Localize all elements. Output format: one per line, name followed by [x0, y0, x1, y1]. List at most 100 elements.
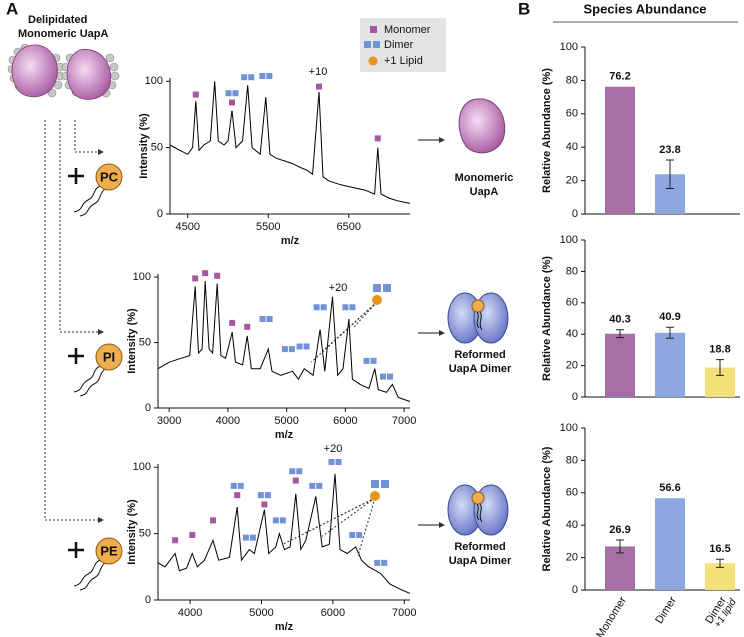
dimer-marker — [257, 492, 271, 499]
y-tick-label: 0 — [157, 208, 163, 220]
dimer-marker — [289, 468, 303, 475]
monomer-marker — [172, 537, 179, 544]
x-tick-label: 5000 — [274, 415, 298, 427]
value-label: 40.9 — [659, 311, 680, 323]
x-tick-label: Monomer — [594, 594, 629, 637]
value-label: 23.8 — [659, 144, 680, 156]
lipid-link — [321, 497, 376, 537]
x-tick-label: 6500 — [337, 221, 361, 233]
chart-title: Species Abundance — [583, 1, 706, 16]
monomer-marker — [229, 319, 236, 326]
dimer-marker — [313, 304, 327, 311]
dimer-marker — [342, 304, 356, 311]
dimer-marker — [242, 534, 256, 541]
legend: Monomer Dimer +1 Lipid — [360, 18, 446, 72]
y-tick-label: 60 — [566, 297, 578, 309]
flow-arrow — [59, 120, 104, 335]
protein-icon — [458, 98, 506, 154]
y-axis-label: Relative Abundance (%) — [541, 446, 553, 571]
legend-label: +1 Lipid — [384, 55, 423, 67]
monomer-marker — [315, 83, 322, 90]
y-tick-label: 0 — [572, 584, 578, 596]
x-tick-label: 3000 — [157, 415, 181, 427]
flow-arrow — [44, 120, 104, 523]
lipid-icon — [370, 491, 380, 501]
x-tick-label: 4000 — [178, 607, 202, 619]
y-tick-label: 100 — [560, 41, 578, 53]
y-tick-label: 0 — [572, 208, 578, 220]
dimer-icon — [373, 284, 381, 292]
x-tick-label: 7000 — [392, 415, 416, 427]
x-tick-label: 5000 — [249, 607, 273, 619]
panel-label: B — [518, 0, 530, 18]
value-label: 76.2 — [609, 71, 630, 83]
spectrum-line — [169, 81, 411, 204]
monomer-marker — [189, 531, 196, 538]
dimer-marker — [259, 315, 273, 322]
value-label: 26.9 — [609, 524, 630, 536]
x-tick-label: 7000 — [392, 607, 416, 619]
value-label: 16.5 — [709, 543, 730, 555]
dimer-icon — [447, 484, 509, 536]
error-bar — [666, 326, 674, 339]
panel-label: A — [6, 0, 18, 18]
charge-label: +10 — [309, 66, 328, 78]
lipid-icon: PE — [68, 537, 123, 591]
bar — [605, 333, 635, 397]
value-label: 40.3 — [609, 314, 630, 326]
error-bar — [616, 539, 624, 554]
y-tick-label: 0 — [145, 594, 151, 606]
y-tick-label: 0 — [145, 402, 151, 414]
x-tick-label: 4000 — [216, 415, 240, 427]
dimer-marker — [380, 373, 394, 380]
lipid-label: PI — [103, 349, 115, 364]
y-tick-label: 50 — [139, 528, 151, 540]
lipid-label: PE — [100, 543, 118, 558]
monomer-marker — [292, 477, 299, 484]
y-tick-label: 80 — [566, 454, 578, 466]
y-tick-label: 40 — [566, 328, 578, 340]
dimer-icon — [447, 292, 509, 344]
product-label: Monomeric — [455, 172, 514, 184]
monomer-marker — [202, 270, 209, 277]
x-tick-label: 5500 — [256, 221, 280, 233]
monomer-marker — [209, 517, 216, 524]
y-tick-label: 80 — [566, 265, 578, 277]
legend-label: Monomer — [384, 24, 431, 36]
dimer-marker — [363, 357, 377, 364]
y-tick-label: 80 — [566, 74, 578, 86]
x-tick-label: 6000 — [333, 415, 357, 427]
protein-icon — [61, 49, 120, 100]
y-tick-label: 0 — [572, 391, 578, 403]
error-bar — [616, 329, 624, 339]
monomer-marker — [374, 135, 381, 142]
dimer-icon — [383, 284, 391, 292]
flow-arrow — [74, 120, 104, 155]
product-label: UapA — [470, 186, 499, 198]
y-tick-label: 100 — [560, 422, 578, 434]
dimer-icon — [371, 480, 379, 488]
lipid-link — [339, 301, 378, 337]
bar — [605, 86, 635, 214]
lipid-icon: PI — [68, 343, 123, 397]
y-tick-label: 20 — [566, 552, 578, 564]
dimer-marker — [296, 343, 310, 350]
y-axis-label: Intensity (%) — [126, 308, 138, 374]
charge-label: +20 — [329, 282, 348, 294]
product-label: Reformed — [454, 349, 505, 361]
dimer-marker — [225, 90, 239, 97]
legend-label: Dimer — [384, 39, 414, 51]
dimer-marker — [328, 458, 342, 465]
spectrum-line — [157, 473, 411, 594]
dimer-marker — [259, 72, 273, 79]
y-tick-label: 100 — [145, 75, 163, 87]
monomer-marker — [214, 272, 221, 279]
y-tick-label: 20 — [566, 175, 578, 187]
x-tick-label: 4500 — [175, 221, 199, 233]
spectrum-line — [157, 280, 411, 402]
y-axis-label: Intensity (%) — [126, 499, 138, 565]
start-label: Monomeric UapA — [18, 28, 109, 40]
y-axis-label: Relative Abundance (%) — [541, 68, 553, 193]
y-tick-label: 60 — [566, 108, 578, 120]
